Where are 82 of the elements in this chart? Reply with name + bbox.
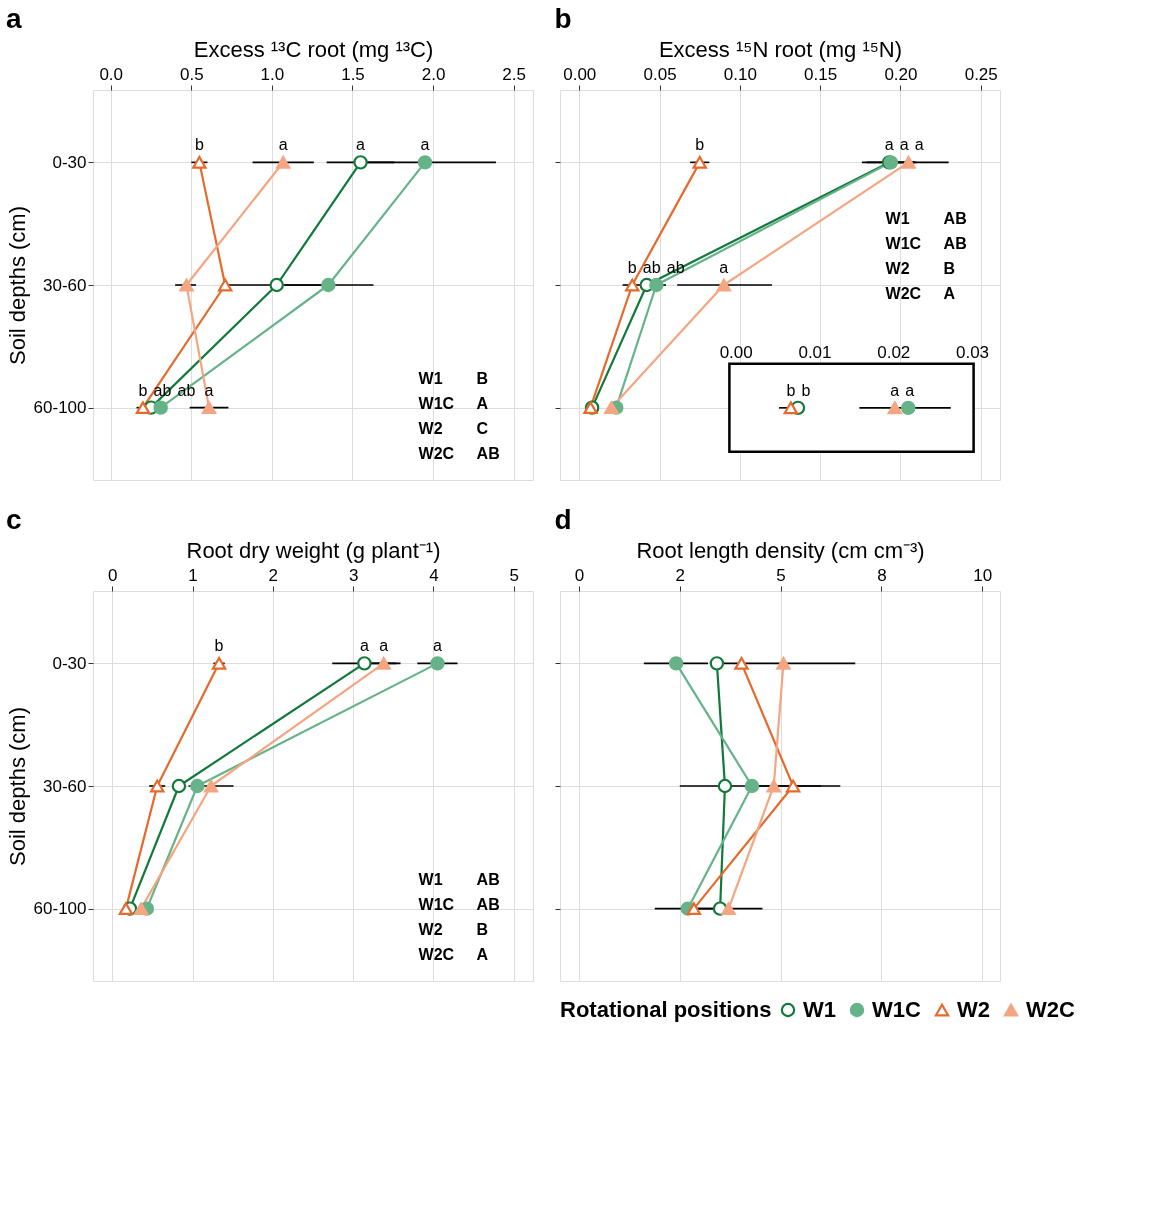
x-tick-label: 1.0 [260, 64, 285, 84]
x-tick-label: 2 [675, 565, 686, 585]
x-axis-title: Excess ¹³C root (mg ¹³C) [193, 36, 434, 62]
chart-title: b [554, 3, 572, 34]
x-tick-label: 0.10 [723, 64, 757, 84]
x-tick-label: 5 [509, 565, 519, 585]
x-tick-label: 0.01 [798, 343, 832, 363]
annotation: a [719, 259, 729, 276]
annotation: a [278, 136, 288, 154]
annotation: a [420, 136, 430, 154]
legend-label: W1C [872, 997, 921, 1022]
x-tick-label: 0 [574, 565, 585, 585]
annotation: a [905, 381, 915, 399]
x-tick-label: 1.5 [341, 64, 365, 84]
x-axis-title: Root dry weight (g plant⁻¹) [186, 537, 441, 563]
x-tick-label: 2 [268, 565, 279, 585]
annotation: b [214, 637, 224, 655]
x-tick-label: 0.20 [884, 64, 918, 84]
annotation: ab [642, 259, 661, 276]
text: W1C AB [418, 895, 500, 913]
legend-label: W2C [1026, 997, 1075, 1022]
text: W1C A [418, 394, 489, 412]
y-tick-label: 30-60 [43, 275, 87, 295]
x-tick-label: 0.02 [877, 343, 911, 363]
text: W1C AB [885, 234, 967, 252]
text: W2 B [885, 259, 956, 277]
x-tick-label: 0.5 [179, 64, 204, 84]
text: W2C A [885, 284, 956, 302]
x-axis-title: Excess ¹⁵N root (mg ¹⁵N) [658, 36, 903, 62]
text: W1 AB [418, 870, 500, 888]
chart-title: a [6, 3, 23, 34]
annotation: b [194, 136, 204, 154]
x-tick-label: 0.25 [964, 64, 998, 84]
y-axis-title: Soil depths (cm) [4, 707, 30, 866]
legend-label: W1 [803, 997, 836, 1022]
x-tick-label: 0.00 [719, 343, 753, 363]
x-tick-label: 4 [429, 565, 439, 585]
annotation: a [914, 136, 924, 154]
x-tick-label: 0 [108, 565, 118, 585]
annotation: b [786, 381, 796, 399]
annotation: a [890, 381, 900, 399]
x-tick-label: 8 [877, 565, 887, 585]
text: W1 AB [885, 209, 967, 227]
annotation: b [138, 381, 148, 399]
annotation: a [433, 637, 442, 655]
text: W2C A [418, 945, 489, 963]
y-tick-label: 60-100 [33, 398, 87, 418]
x-tick-label: 2.5 [502, 64, 526, 84]
chart-title: d [554, 504, 572, 535]
annotation: a [379, 637, 389, 655]
y-axis-title: Soil depths (cm) [4, 206, 30, 365]
annotation: W2C [418, 444, 455, 462]
annotation: b [801, 381, 811, 399]
y-tick-label: 0-30 [52, 653, 87, 673]
x-tick-label: 0.0 [99, 64, 124, 84]
annotation: a [884, 136, 894, 154]
annotation: a [899, 136, 909, 154]
x-tick-label: 2.0 [421, 64, 446, 84]
x-tick-label: 0.05 [643, 64, 677, 84]
legend-title: Rotational positions [560, 997, 772, 1022]
x-tick-label: 1 [188, 565, 198, 585]
text: W2 C [418, 419, 489, 437]
y-tick-label: 30-60 [43, 776, 87, 796]
text: AB [476, 444, 500, 462]
annotation: a [359, 637, 369, 655]
x-tick-label: 0.03 [955, 343, 990, 363]
x-tick-label: 3 [348, 565, 359, 585]
x-tick-label: 10 [973, 565, 993, 585]
y-tick-label: 0-30 [52, 152, 87, 172]
y-tick-label: 60-100 [33, 899, 87, 919]
x-tick-label: 5 [776, 565, 786, 585]
x-tick-label: 0.15 [804, 64, 838, 84]
annotation: b [695, 136, 705, 154]
annotation: b [627, 259, 637, 276]
legend-label: W2 [957, 997, 990, 1022]
annotation: a [204, 381, 214, 399]
chart-title: c [6, 504, 22, 535]
x-tick-label: 0.00 [563, 64, 597, 84]
x-axis-title: Root length density (cm cm⁻³) [636, 537, 925, 563]
text: W1 B [418, 369, 489, 387]
annotation: a [356, 136, 366, 154]
text: W2 B [418, 920, 489, 938]
